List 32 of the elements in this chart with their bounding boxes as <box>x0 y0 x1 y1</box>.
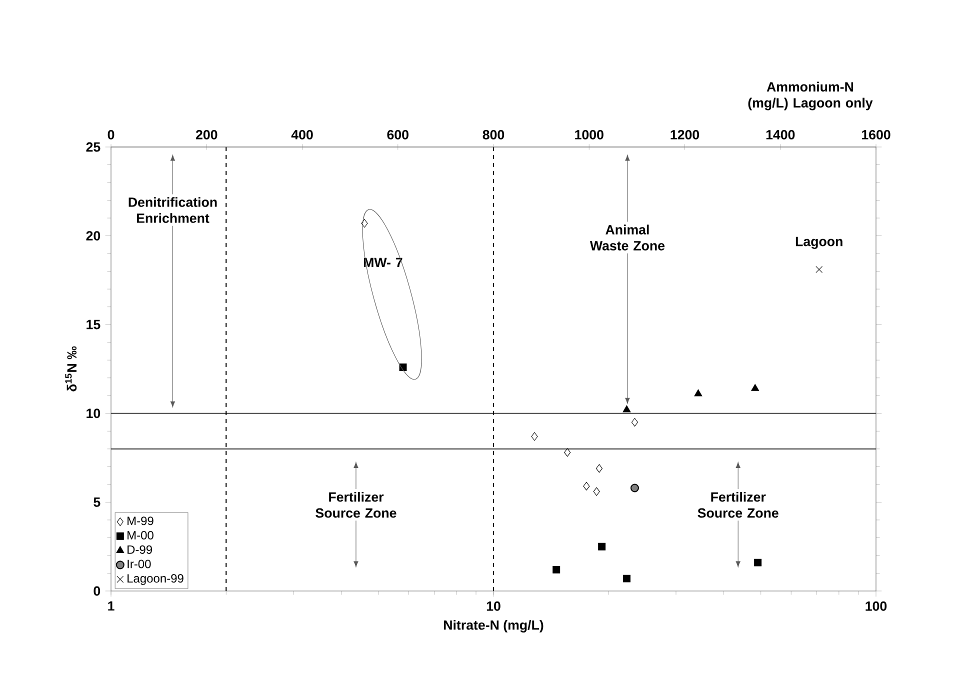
y-tick-label: 25 <box>86 142 100 152</box>
annotation: MW- 7 <box>364 258 402 268</box>
y-tick-label: 20 <box>86 231 100 241</box>
annotation: Fertilizer Source Zone <box>698 492 778 518</box>
legend-label: M-99 <box>128 516 154 526</box>
y-tick-label: 10 <box>86 408 100 418</box>
x2-axis-title: Ammonium-N (mg/L) Lagoon only <box>748 82 873 110</box>
x2-tick-label: 800 <box>482 130 504 140</box>
legend-label: D-99 <box>128 545 152 554</box>
legend-label: Lagoon-99 <box>128 574 184 585</box>
x2-tick-label: 200 <box>196 130 218 140</box>
x2-tick-label: 1600 <box>862 130 890 140</box>
y-tick-label: 0 <box>94 586 100 596</box>
x2-tick-label: 1400 <box>766 130 795 140</box>
annotation: Animal Waste Zone <box>590 224 665 250</box>
annotation: Fertilizer Source Zone <box>316 492 396 518</box>
x2-tick-label: 600 <box>387 130 408 140</box>
legend-label: Ir-00 <box>128 560 151 568</box>
legend-label: M-00 <box>128 530 154 540</box>
x2-tick-label: 400 <box>291 130 313 140</box>
x-axis-title: Nitrate-N (mg/L) <box>444 620 544 632</box>
x-tick-label: 100 <box>866 601 887 611</box>
y-tick-label: 5 <box>94 498 100 507</box>
x2-tick-label: 0 <box>108 130 114 140</box>
y-axis-title: δ$^{15}$N ‰ <box>65 346 77 392</box>
x-tick-label: 1 <box>108 601 114 611</box>
x2-tick-label: 1200 <box>670 130 700 140</box>
x-tick-label: 10 <box>486 601 500 611</box>
y-tick-label: 15 <box>86 320 100 330</box>
x2-tick-label: 1000 <box>575 130 604 140</box>
annotation: Denitrification Enrichment <box>128 197 217 223</box>
annotation: Lagoon <box>796 236 842 249</box>
